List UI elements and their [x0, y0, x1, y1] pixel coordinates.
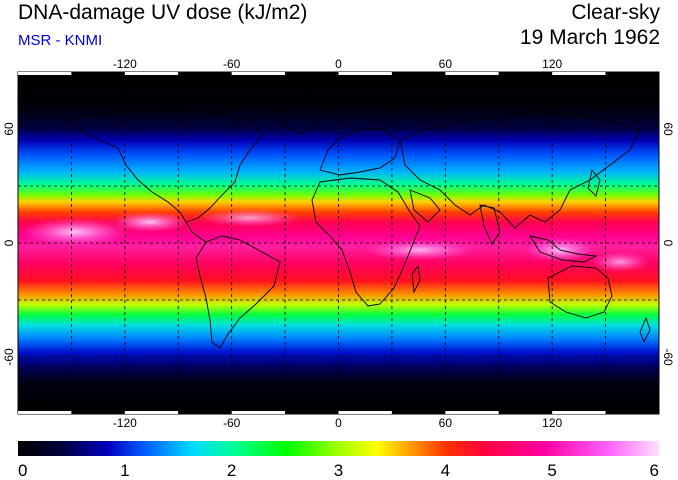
map-subtitle: MSR - KNMI: [18, 32, 103, 49]
lat-tick-label-right: 0: [661, 240, 675, 247]
colorbar-tick-label: 2: [227, 461, 236, 480]
frame-segment: [124, 72, 179, 75]
lon-tick-label: -60: [223, 57, 241, 71]
lat-tick-label-left: 60: [2, 122, 16, 136]
frame-segment: [285, 411, 339, 414]
frame-segment: [498, 72, 553, 75]
lat-tick-label-left: -60: [2, 348, 16, 366]
colorbar-tick-label: 4: [441, 461, 450, 480]
frame-segment: [285, 72, 339, 75]
frame-segment: [178, 411, 232, 414]
lat-tick-label-right: 60: [661, 122, 675, 136]
frame-segment: [71, 72, 125, 75]
colorbar-tick-label: 6: [650, 461, 659, 480]
map-date: 19 March 1962: [519, 26, 660, 49]
frame-segment: [605, 411, 659, 414]
lon-tick-label: 60: [439, 57, 453, 71]
frame-segment: [391, 411, 446, 414]
lon-tick-label: -120: [113, 416, 137, 430]
colorbar-tick-label: 0: [18, 461, 27, 480]
lon-tick-label: 120: [542, 57, 562, 71]
frame-segment: [552, 72, 606, 75]
frame-segment: [18, 72, 72, 75]
lon-tick-label: 60: [439, 416, 453, 430]
frame-segment: [231, 411, 286, 414]
frame-segment: [391, 72, 446, 75]
lat-tick-label-left: 0: [2, 239, 16, 246]
colorbar: [18, 441, 659, 456]
frame-segment: [338, 411, 392, 414]
frame-segment: [18, 411, 72, 414]
frame-segment: [231, 72, 286, 75]
lon-tick-label: -120: [113, 57, 137, 71]
frame-segment: [71, 411, 125, 414]
lon-tick-label: 0: [335, 416, 342, 430]
map-title: DNA-damage UV dose (kJ/m2): [18, 1, 308, 24]
sky-condition: Clear-sky: [571, 1, 660, 24]
lon-tick-label: -60: [223, 416, 241, 430]
map-gridlines: [18, 72, 659, 414]
map-axes: -120 -120 -60 -60 0 0 60 60 120 120 60 60 0 0 -60 -60: [2, 57, 675, 430]
coastlines: [18, 95, 659, 403]
frame-segment: [338, 72, 392, 75]
frame-segment: [605, 72, 659, 75]
frame-segment: [124, 411, 179, 414]
frame-segment: [552, 411, 606, 414]
lon-tick-label: 0: [335, 57, 342, 71]
frame-segment: [498, 411, 553, 414]
frame-segment: [445, 72, 499, 75]
colorbar-labels: 0 1 2 3 4 5 6: [18, 461, 659, 480]
colorbar-tick-label: 5: [547, 461, 556, 480]
frame-segment: [445, 411, 499, 414]
lon-tick-label: 120: [542, 416, 562, 430]
colorbar-tick-label: 3: [334, 461, 343, 480]
colorbar-tick-label: 1: [120, 461, 129, 480]
lat-tick-label-right: -60: [661, 348, 675, 366]
frame-segment: [178, 72, 232, 75]
